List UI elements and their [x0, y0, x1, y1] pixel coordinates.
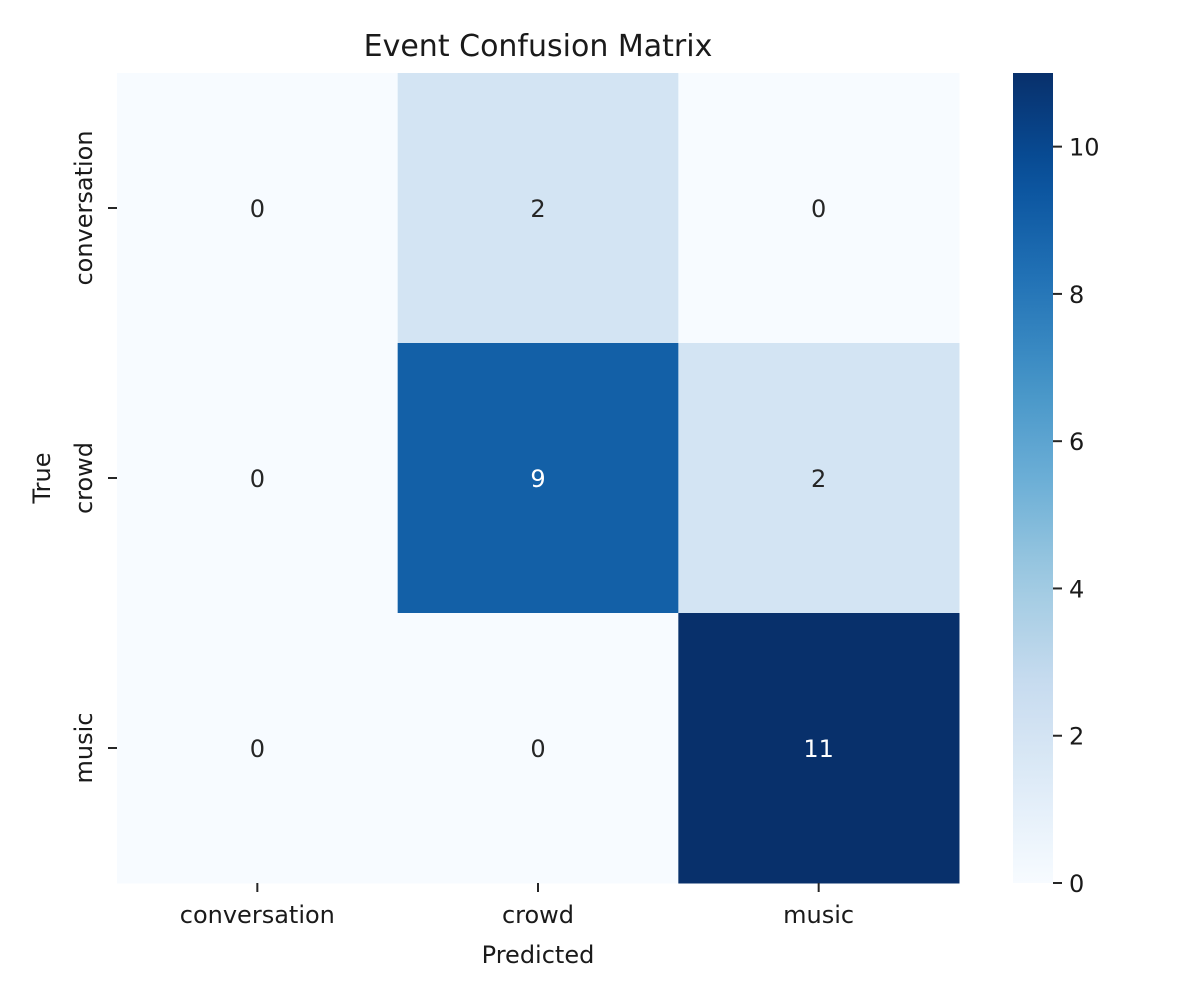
heatmap-cell — [678, 613, 960, 884]
heatmap-cell — [117, 343, 399, 614]
heatmap-cell — [117, 613, 399, 884]
x-axis-label: Predicted — [482, 941, 595, 969]
heatmap-cell — [678, 343, 960, 614]
y-tick-label: music — [70, 713, 98, 784]
heatmap-cell — [117, 73, 399, 344]
x-tick-label: crowd — [502, 901, 574, 929]
cell-value-label: 9 — [530, 465, 545, 493]
colorbar-tick-label: 6 — [1069, 428, 1084, 456]
heatmap-cell — [397, 613, 679, 884]
heatmap-cell — [678, 73, 960, 344]
chart-title: Event Confusion Matrix — [364, 29, 713, 64]
cell-value-label: 0 — [250, 195, 265, 223]
cell-value-label: 0 — [250, 465, 265, 493]
y-tick-label: crowd — [70, 442, 98, 514]
cell-value-label: 0 — [811, 195, 826, 223]
colorbar — [1013, 73, 1053, 883]
y-tick-label: conversation — [70, 130, 98, 285]
cell-value-label: 2 — [530, 195, 545, 223]
cell-value-label: 0 — [530, 735, 545, 763]
x-axis: conversation crowd music — [180, 883, 854, 929]
colorbar-axis: 0 2 4 6 8 10 — [1053, 134, 1100, 898]
colorbar-tick-label: 10 — [1069, 134, 1100, 162]
x-tick-label: conversation — [180, 901, 335, 929]
y-axis: conversation crowd music — [70, 130, 117, 783]
cell-value-label: 2 — [811, 465, 826, 493]
colorbar-tick-label: 0 — [1069, 870, 1084, 898]
y-axis-label: True — [28, 453, 56, 505]
x-tick-label: music — [783, 901, 854, 929]
cell-value-label: 11 — [803, 735, 834, 763]
colorbar-tick-label: 2 — [1069, 723, 1084, 751]
colorbar-tick-label: 8 — [1069, 281, 1084, 309]
heatmap-cell — [397, 73, 679, 344]
colorbar-tick-label: 4 — [1069, 575, 1084, 603]
heatmap-cells: 0 2 0 0 9 2 0 0 11 — [117, 73, 960, 884]
cell-value-label: 0 — [250, 735, 265, 763]
heatmap-cell — [397, 343, 679, 614]
